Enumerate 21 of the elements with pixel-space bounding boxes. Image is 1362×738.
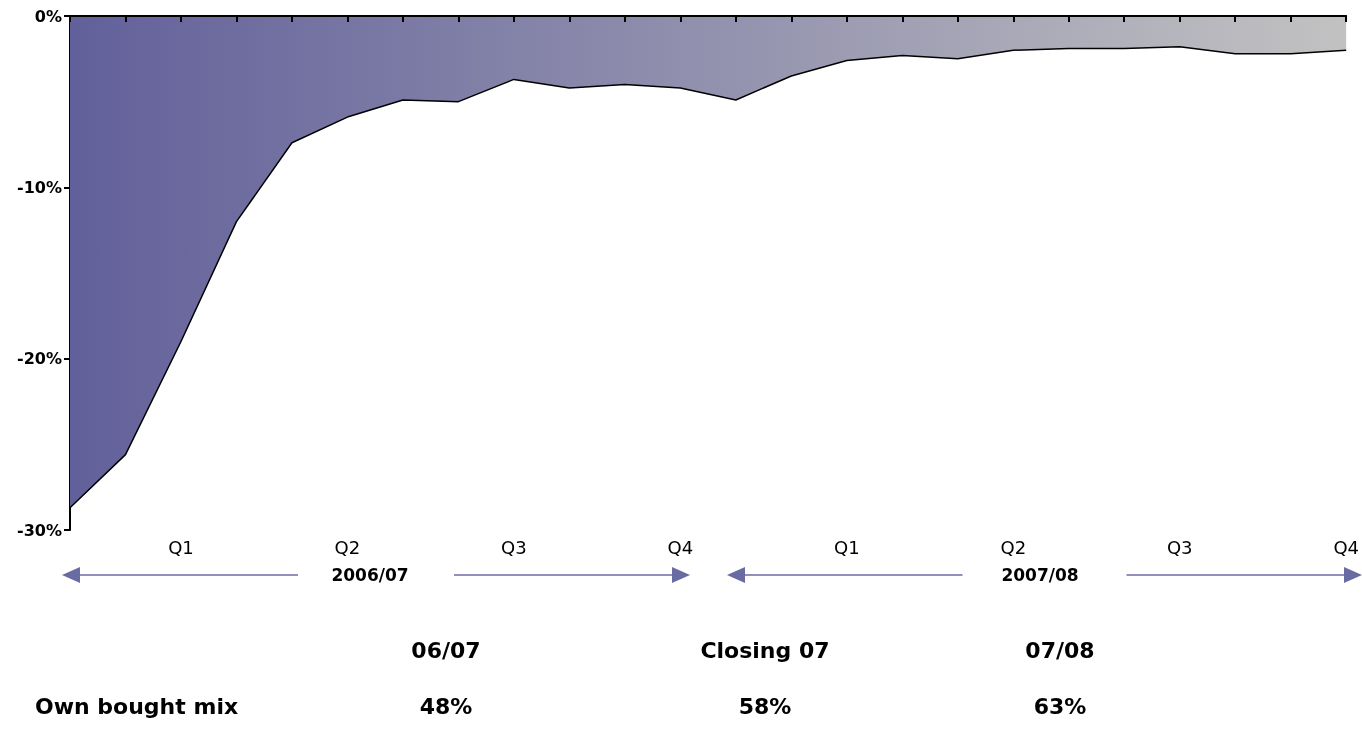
text: 58% — [738, 694, 792, 719]
text: 2006/07 — [331, 565, 409, 585]
text: 06/07 — [411, 638, 481, 663]
y-tick-label: -20% — [17, 349, 62, 369]
text: Own bought mix — [35, 694, 239, 719]
text: 2007/08 — [1001, 565, 1079, 585]
text: 63% — [1033, 694, 1087, 719]
x-tick-label: Q3 — [1166, 536, 1193, 558]
y-tick-label: -30% — [17, 520, 62, 540]
y-tick-label: 0% — [34, 6, 62, 26]
text: 48% — [419, 694, 473, 719]
x-tick-label: Q4 — [667, 536, 694, 558]
y-tick-label: -10% — [17, 177, 62, 197]
x-tick-label: Q2 — [334, 536, 361, 558]
x-tick-label: Q1 — [834, 536, 860, 558]
text: 07/08 — [1025, 638, 1095, 663]
x-tick-label: Q2 — [1000, 536, 1027, 558]
x-tick-label: Q4 — [1333, 536, 1359, 558]
text: Closing 07 — [700, 638, 830, 663]
x-tick-label: Q3 — [501, 536, 527, 558]
x-tick-label: Q1 — [168, 536, 194, 558]
